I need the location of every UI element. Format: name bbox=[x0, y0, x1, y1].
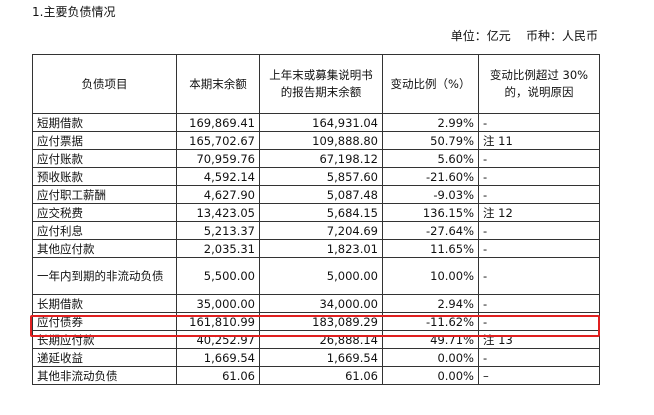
row-current: 61.06 bbox=[176, 366, 260, 385]
table-row-highlighted: 应付债券 161,810.99 183,089.29 -11.62% - bbox=[32, 312, 600, 331]
row-item: 应付票据 bbox=[32, 131, 177, 150]
liabilities-table: 负债项目 本期末余额 上年末或募集说明书的报告期末余额 变动比例（%） 变动比例… bbox=[32, 54, 600, 385]
row-change: -11.62% bbox=[382, 312, 479, 331]
row-item: 其他非流动负债 bbox=[32, 366, 177, 385]
row-note: - bbox=[478, 239, 600, 258]
row-previous: 183,089.29 bbox=[259, 312, 383, 331]
row-note: - bbox=[478, 257, 600, 295]
row-change: -27.64% bbox=[382, 221, 479, 240]
row-note: - bbox=[478, 348, 600, 367]
row-change: 2.99% bbox=[382, 113, 479, 132]
row-change: -21.60% bbox=[382, 167, 479, 186]
row-item: 应付利息 bbox=[32, 221, 177, 240]
section-title: 1.主要负债情况 bbox=[32, 5, 116, 19]
table-row: 应付票据 165,702.67 109,888.80 50.79% 注 11 bbox=[32, 131, 600, 150]
row-previous: 61.06 bbox=[259, 366, 383, 385]
row-note: – bbox=[478, 366, 600, 385]
row-previous: 5,857.60 bbox=[259, 167, 383, 186]
table-row: 短期借款 169,869.41 164,931.04 2.99% - bbox=[32, 113, 600, 132]
row-current: 5,500.00 bbox=[176, 257, 260, 295]
row-current: 4,627.90 bbox=[176, 185, 260, 204]
row-previous: 26,888.14 bbox=[259, 330, 383, 349]
row-current: 35,000.00 bbox=[176, 294, 260, 313]
row-item: 短期借款 bbox=[32, 113, 177, 132]
table-row: 应付职工薪酬 4,627.90 5,087.48 -9.03% - bbox=[32, 185, 600, 204]
table-header-row: 负债项目 本期末余额 上年末或募集说明书的报告期末余额 变动比例（%） 变动比例… bbox=[32, 54, 600, 114]
table-row: 其他应付款 2,035.31 1,823.01 11.65% - bbox=[32, 239, 600, 258]
row-item: 预收账款 bbox=[32, 167, 177, 186]
row-change: 50.79% bbox=[382, 131, 479, 150]
header-current-balance: 本期末余额 bbox=[176, 54, 260, 114]
row-previous: 1,669.54 bbox=[259, 348, 383, 367]
row-previous: 67,198.12 bbox=[259, 149, 383, 168]
row-note: - bbox=[478, 167, 600, 186]
table-row: 递延收益 1,669.54 1,669.54 0.00% - bbox=[32, 348, 600, 367]
row-note: - bbox=[478, 185, 600, 204]
table-row: 长期借款 35,000.00 34,000.00 2.94% - bbox=[32, 294, 600, 313]
row-previous: 5,000.00 bbox=[259, 257, 383, 295]
row-previous: 5,087.48 bbox=[259, 185, 383, 204]
row-note: 注 12 bbox=[478, 203, 600, 222]
header-reason: 变动比例超过 30%的，说明原因 bbox=[478, 54, 600, 114]
row-change: 5.60% bbox=[382, 149, 479, 168]
header-previous-balance: 上年末或募集说明书的报告期末余额 bbox=[259, 54, 383, 114]
row-change: 11.65% bbox=[382, 239, 479, 258]
row-note: - bbox=[478, 221, 600, 240]
row-change: 0.00% bbox=[382, 348, 479, 367]
row-current: 70,959.76 bbox=[176, 149, 260, 168]
row-current: 1,669.54 bbox=[176, 348, 260, 367]
row-change: 2.94% bbox=[382, 294, 479, 313]
row-item: 应交税费 bbox=[32, 203, 177, 222]
row-note: - bbox=[478, 312, 600, 331]
row-previous: 109,888.80 bbox=[259, 131, 383, 150]
row-current: 5,213.37 bbox=[176, 221, 260, 240]
table-row: 应交税费 13,423.05 5,684.15 136.15% 注 12 bbox=[32, 203, 600, 222]
row-previous: 164,931.04 bbox=[259, 113, 383, 132]
row-change: 136.15% bbox=[382, 203, 479, 222]
row-current: 13,423.05 bbox=[176, 203, 260, 222]
row-previous: 7,204.69 bbox=[259, 221, 383, 240]
row-current: 169,869.41 bbox=[176, 113, 260, 132]
row-item: 长期借款 bbox=[32, 294, 177, 313]
row-current: 40,252.97 bbox=[176, 330, 260, 349]
row-note: - bbox=[478, 149, 600, 168]
row-note: 注 11 bbox=[478, 131, 600, 150]
row-item: 应付债券 bbox=[32, 312, 177, 331]
row-change: 49.71% bbox=[382, 330, 479, 349]
table-row: 应付利息 5,213.37 7,204.69 -27.64% - bbox=[32, 221, 600, 240]
row-current: 161,810.99 bbox=[176, 312, 260, 331]
row-change: 10.00% bbox=[382, 257, 479, 295]
row-change: 0.00% bbox=[382, 366, 479, 385]
table-row: 长期应付款 40,252.97 26,888.14 49.71% 注 13 bbox=[32, 330, 600, 349]
row-change: -9.03% bbox=[382, 185, 479, 204]
row-item: 长期应付款 bbox=[32, 330, 177, 349]
row-item: 一年内到期的非流动负债 bbox=[32, 257, 177, 295]
table-row: 其他非流动负债 61.06 61.06 0.00% – bbox=[32, 366, 600, 385]
row-note: - bbox=[478, 294, 600, 313]
row-item: 其他应付款 bbox=[32, 239, 177, 258]
table-row: 预收账款 4,592.14 5,857.60 -21.60% - bbox=[32, 167, 600, 186]
header-change-ratio: 变动比例（%） bbox=[382, 54, 479, 114]
row-item: 递延收益 bbox=[32, 348, 177, 367]
table-row: 应付账款 70,959.76 67,198.12 5.60% - bbox=[32, 149, 600, 168]
row-note: 注 13 bbox=[478, 330, 600, 349]
row-current: 2,035.31 bbox=[176, 239, 260, 258]
header-item: 负债项目 bbox=[32, 54, 177, 114]
row-item: 应付账款 bbox=[32, 149, 177, 168]
row-previous: 5,684.15 bbox=[259, 203, 383, 222]
row-current: 4,592.14 bbox=[176, 167, 260, 186]
row-item: 应付职工薪酬 bbox=[32, 185, 177, 204]
row-previous: 1,823.01 bbox=[259, 239, 383, 258]
unit-currency-line: 单位：亿元 币种：人民币 bbox=[450, 29, 598, 43]
row-current: 165,702.67 bbox=[176, 131, 260, 150]
row-previous: 34,000.00 bbox=[259, 294, 383, 313]
table-row: 一年内到期的非流动负债 5,500.00 5,000.00 10.00% - bbox=[32, 257, 600, 295]
row-note: - bbox=[478, 113, 600, 132]
